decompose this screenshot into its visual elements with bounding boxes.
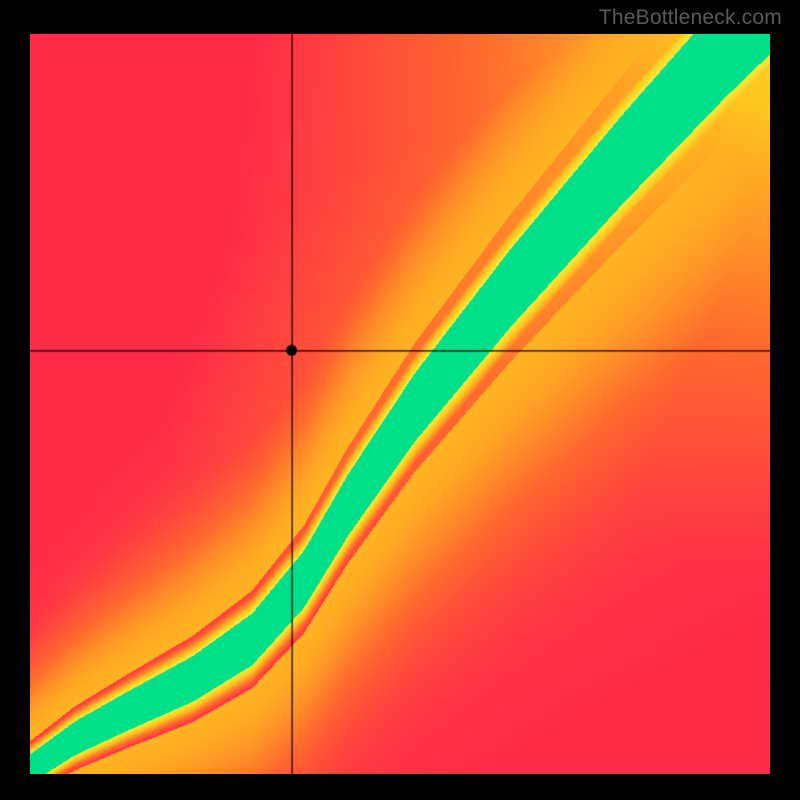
chart-container: TheBottleneck.com [0,0,800,800]
watermark-text: TheBottleneck.com [599,6,782,30]
bottleneck-heatmap [30,34,770,774]
